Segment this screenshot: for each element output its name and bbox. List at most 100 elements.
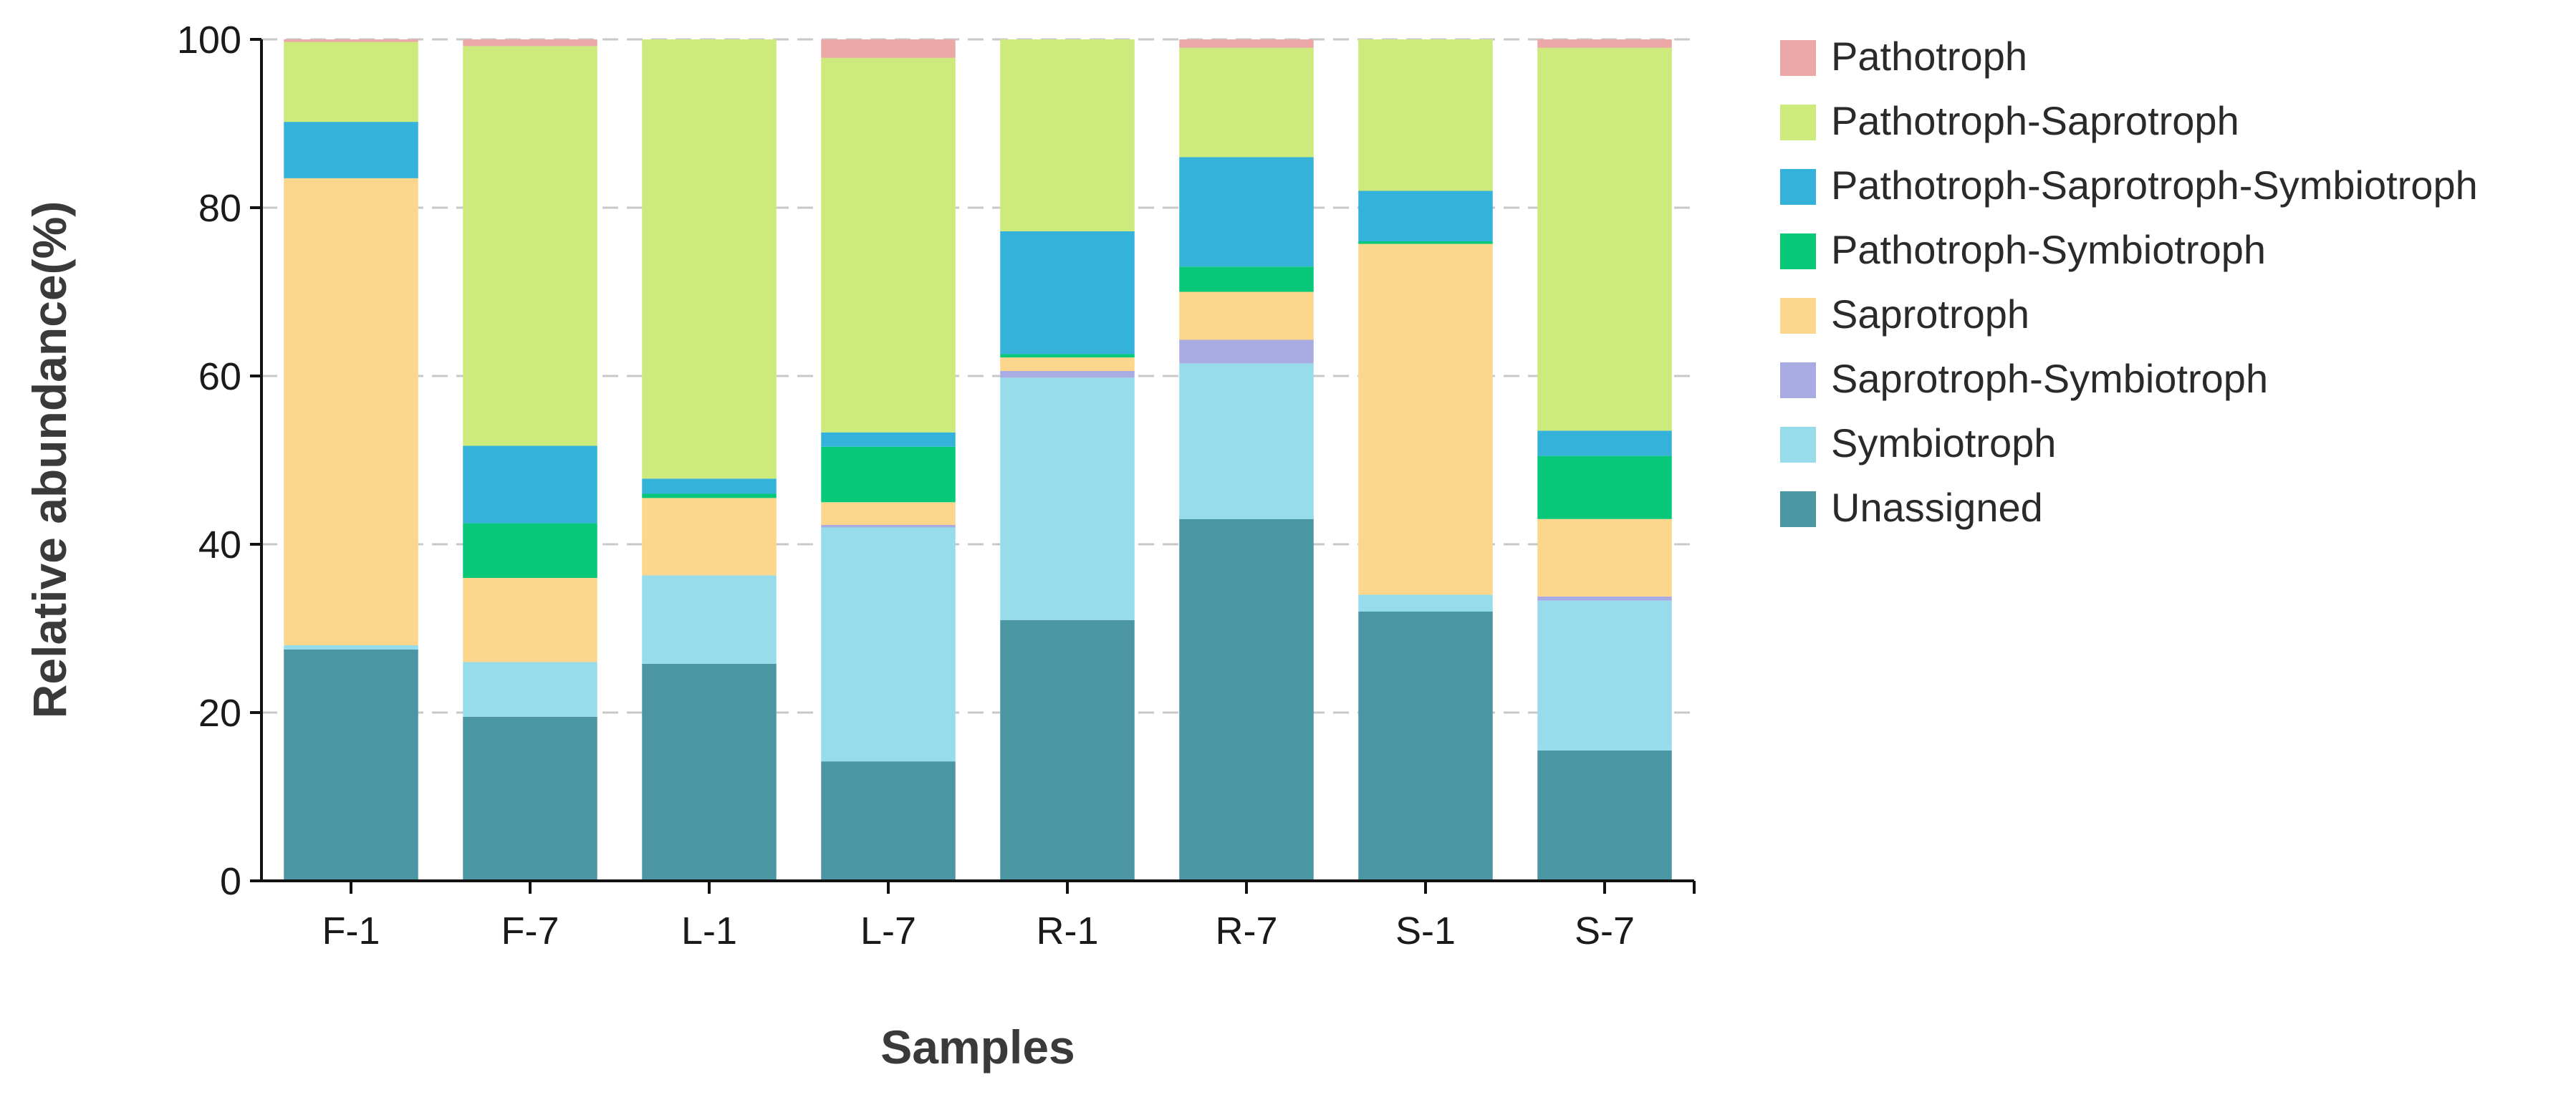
bar-segment	[1179, 47, 1314, 158]
y-tick-label: 80	[198, 187, 241, 230]
bar-segment	[1537, 47, 1672, 431]
x-ticks: F-1 F-7 L-1 L-7 R-1 R-7 S-1 S-7	[322, 881, 1696, 952]
bar-segment	[1358, 243, 1493, 595]
bar-segment	[463, 46, 597, 446]
bar-segment	[1537, 455, 1672, 519]
bar-segment	[1000, 357, 1135, 371]
bar-segment	[1537, 750, 1672, 881]
bar-segment	[1537, 430, 1672, 456]
legend-item: Saprotroph	[1780, 291, 2029, 337]
bar-segment	[821, 761, 956, 881]
bar-segment	[1537, 518, 1672, 597]
bar-segment	[1000, 377, 1135, 620]
bar-segment	[821, 39, 956, 58]
bar-segment	[642, 493, 777, 498]
bar-segment	[284, 122, 418, 178]
bar-segment	[1179, 518, 1314, 881]
bar-segment	[1179, 39, 1314, 48]
bar-segment	[642, 39, 777, 479]
axes	[260, 39, 1694, 882]
legend-label: Pathotroph	[1831, 34, 2027, 79]
legend-swatch	[1780, 491, 1816, 527]
bar-segment	[821, 446, 956, 503]
bar-segment	[821, 527, 956, 762]
bar-segment	[284, 39, 418, 42]
legend-item: Pathotroph-Saprotroph	[1780, 98, 2239, 143]
bar-segment	[1000, 370, 1135, 378]
x-axis-title: Samples	[880, 1021, 1075, 1074]
legend-swatch	[1780, 40, 1816, 76]
bar-segment	[1000, 231, 1135, 354]
bar-segment	[463, 716, 597, 881]
bars	[284, 39, 1672, 881]
legend-item: Unassigned	[1780, 485, 2043, 530]
bar-segment	[1179, 339, 1314, 364]
y-axis-title: Relative abundance(%)	[23, 201, 76, 719]
bar-segment	[463, 523, 597, 578]
x-tick-label: S-1	[1395, 910, 1456, 952]
bar-segment	[1358, 594, 1493, 612]
legend-swatch	[1780, 427, 1816, 463]
y-tick-label: 0	[220, 860, 241, 903]
legend-item: Pathotroph-Symbiotroph	[1780, 227, 2266, 272]
y-tick-label: 40	[198, 524, 241, 566]
bar-segment	[463, 578, 597, 662]
y-tick-label: 20	[198, 692, 241, 735]
x-tick-label: R-1	[1036, 910, 1098, 952]
bar-segment	[1179, 266, 1314, 292]
bar-segment	[1358, 190, 1493, 241]
legend-swatch	[1780, 298, 1816, 334]
legend-swatch	[1780, 362, 1816, 398]
bar-segment	[821, 432, 956, 447]
bar-segment	[1179, 157, 1314, 267]
bar-segment	[1537, 39, 1672, 48]
bar-segment	[1179, 291, 1314, 340]
y-tick-label: 60	[198, 355, 241, 398]
legend-swatch	[1780, 105, 1816, 140]
bar-segment	[821, 57, 956, 433]
legend-swatch	[1780, 233, 1816, 269]
legend-label: Unassigned	[1831, 485, 2043, 530]
bar-segment	[821, 524, 956, 528]
bar-segment	[1000, 354, 1135, 358]
bar-segment	[284, 645, 418, 650]
bar-segment	[284, 649, 418, 881]
x-tick-label: R-7	[1215, 910, 1277, 952]
y-ticks: 0 20 40 60 80 100	[177, 19, 261, 903]
bar-segment	[284, 178, 418, 645]
legend-label: Pathotroph-Saprotroph	[1831, 98, 2239, 143]
legend-label: Pathotroph-Symbiotroph	[1831, 227, 2266, 272]
legend: Pathotroph Pathotroph-Saprotroph Pathotrop…	[1780, 34, 2478, 530]
bar-segment	[1358, 39, 1493, 191]
bar-segment	[1179, 363, 1314, 519]
x-tick-label: L-1	[681, 910, 737, 952]
bar-segment	[463, 445, 597, 524]
legend-item: Pathotroph	[1780, 34, 2027, 79]
bar-segment	[1358, 241, 1493, 244]
bar-segment	[1000, 39, 1135, 231]
legend-item: Symbiotroph	[1780, 420, 2056, 465]
legend-label: Symbiotroph	[1831, 420, 2056, 465]
bar-segment	[642, 575, 777, 664]
bar-segment	[642, 663, 777, 881]
legend-label: Saprotroph-Symbiotroph	[1831, 356, 2268, 401]
bar-segment	[463, 39, 597, 47]
bar-segment	[642, 478, 777, 494]
x-tick-label: F-1	[322, 910, 380, 952]
x-tick-label: F-7	[501, 910, 559, 952]
legend-swatch	[1780, 169, 1816, 205]
bar-segment	[1537, 596, 1672, 601]
legend-label: Saprotroph	[1831, 291, 2029, 337]
bar-segment	[642, 498, 777, 576]
y-tick-label: 100	[177, 19, 241, 62]
x-tick-label: S-7	[1575, 910, 1635, 952]
legend-item: Pathotroph-Saprotroph-Symbiotroph	[1780, 163, 2478, 208]
bar-segment	[284, 42, 418, 122]
bar-segment	[1537, 600, 1672, 751]
bar-segment	[463, 662, 597, 717]
bar-segment	[821, 502, 956, 525]
x-tick-label: L-7	[860, 910, 916, 952]
legend-item: Saprotroph-Symbiotroph	[1780, 356, 2268, 401]
legend-label: Pathotroph-Saprotroph-Symbiotroph	[1831, 163, 2478, 208]
